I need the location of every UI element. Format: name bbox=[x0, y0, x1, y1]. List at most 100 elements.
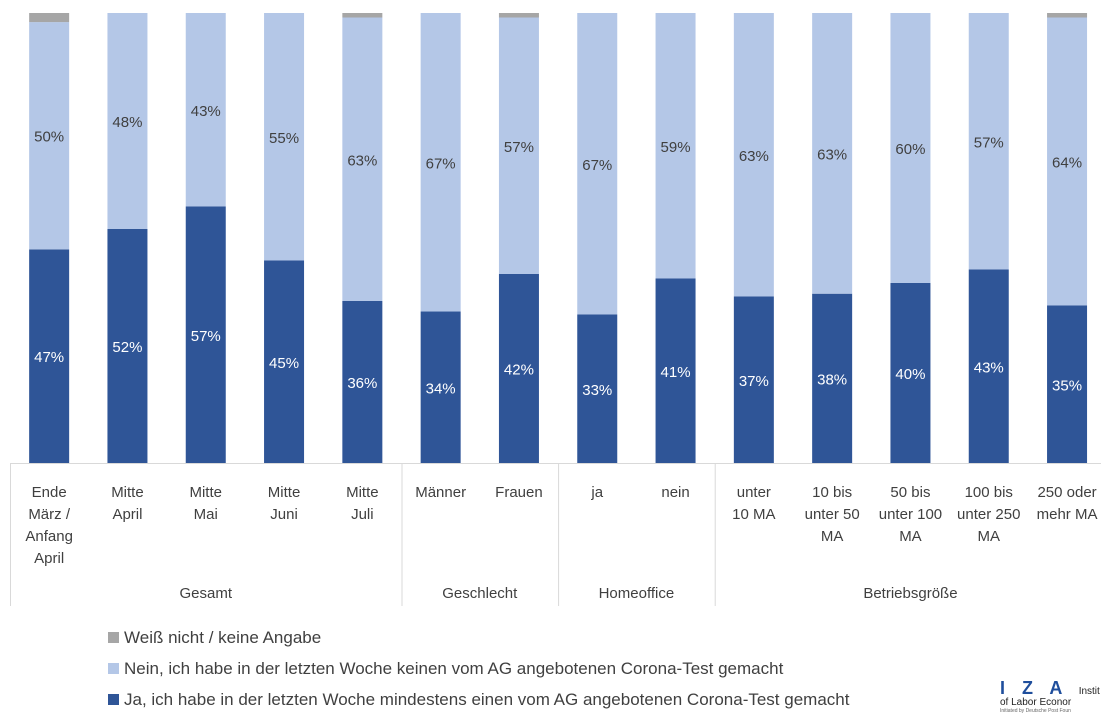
category-label: MA bbox=[899, 528, 922, 545]
bar-segment bbox=[1047, 13, 1088, 18]
bar-segment bbox=[890, 283, 931, 463]
category-label: 50 bis bbox=[890, 484, 930, 501]
data-label: 47% bbox=[34, 349, 64, 366]
bar-segment bbox=[264, 13, 305, 261]
data-label: 63% bbox=[817, 146, 847, 163]
data-label: 52% bbox=[112, 339, 142, 356]
bar-segment bbox=[264, 260, 305, 463]
bar-segment bbox=[107, 13, 148, 229]
category-label: Ende bbox=[32, 484, 67, 501]
data-label: 57% bbox=[504, 139, 534, 156]
bar-segment bbox=[498, 274, 539, 463]
category-label: MA bbox=[821, 528, 844, 545]
legend-swatch bbox=[108, 663, 119, 674]
data-label: 45% bbox=[269, 355, 299, 372]
data-label: 67% bbox=[582, 157, 612, 174]
data-label: 40% bbox=[895, 366, 925, 383]
bar-segment bbox=[890, 13, 931, 283]
category-label: Männer bbox=[415, 484, 466, 501]
data-label: 37% bbox=[739, 373, 769, 390]
category-label: 100 bis bbox=[965, 484, 1013, 501]
bar-segment bbox=[968, 13, 1009, 270]
category-label: März / bbox=[28, 506, 71, 523]
data-label: 43% bbox=[191, 103, 221, 120]
data-label: 41% bbox=[661, 364, 691, 381]
stacked-bar-chart: 47% 50% Ende März / Anfang April 52% 48% Mitte Ap… bbox=[10, 13, 1101, 606]
bar-segment bbox=[733, 13, 774, 297]
group-label: Geschlecht bbox=[442, 585, 518, 602]
data-label: 67% bbox=[426, 155, 456, 172]
data-label: 63% bbox=[739, 148, 769, 165]
iza-logo: I Z A Instit of Labor Econor Initiated b… bbox=[1000, 678, 1101, 724]
legend-label: Weiß nicht / keine Angabe bbox=[124, 627, 322, 647]
data-label: 34% bbox=[426, 380, 456, 397]
category-label: April bbox=[112, 506, 142, 523]
data-label: 36% bbox=[347, 375, 377, 392]
category-label: Mitte bbox=[346, 484, 379, 501]
category-label: Mitte bbox=[268, 484, 301, 501]
data-label: 43% bbox=[974, 359, 1004, 376]
category-label: 10 MA bbox=[732, 506, 775, 523]
bar-segment bbox=[185, 206, 226, 463]
data-label: 48% bbox=[112, 114, 142, 131]
category-label: unter bbox=[737, 484, 771, 501]
data-label: 55% bbox=[269, 130, 299, 147]
data-label: 60% bbox=[895, 141, 925, 158]
data-label: 38% bbox=[817, 371, 847, 388]
group-label: Homeoffice bbox=[599, 585, 675, 602]
logo-tagline: Initiated by Deutsche Post Foun bbox=[1000, 708, 1071, 714]
bar-segment bbox=[29, 249, 70, 463]
bar-segment bbox=[29, 22, 70, 250]
category-label: unter 250 bbox=[957, 506, 1020, 523]
data-label: 59% bbox=[661, 139, 691, 156]
data-label: 33% bbox=[582, 382, 612, 399]
legend-item: Nein, ich habe in der letzten Woche kein… bbox=[108, 653, 849, 684]
bar-segment bbox=[29, 13, 70, 23]
category-label: MA bbox=[978, 528, 1001, 545]
bar-segment bbox=[420, 311, 461, 463]
category-label: Mai bbox=[194, 506, 218, 523]
category-label: Mitte bbox=[111, 484, 144, 501]
bar-segment bbox=[498, 13, 539, 18]
logo-word2: of Labor Econor bbox=[1000, 697, 1072, 708]
legend-swatch bbox=[108, 632, 119, 643]
category-label: April bbox=[34, 550, 64, 567]
logo-letters-text: I Z A bbox=[1000, 678, 1068, 698]
logo-word1: Instit bbox=[1078, 686, 1100, 697]
category-label: 250 oder bbox=[1037, 484, 1096, 501]
category-label: 10 bis bbox=[812, 484, 852, 501]
category-label: ja bbox=[590, 484, 603, 501]
bar-segment bbox=[812, 293, 853, 463]
group-label: Gesamt bbox=[179, 585, 232, 602]
bar-segment bbox=[577, 13, 618, 315]
category-label: Frauen bbox=[495, 484, 543, 501]
bar-segment bbox=[107, 229, 148, 463]
data-label: 63% bbox=[347, 152, 377, 169]
bar-segment bbox=[342, 17, 383, 301]
bar-segment bbox=[968, 269, 1009, 463]
category-label: Mitte bbox=[189, 484, 222, 501]
bar-segment bbox=[185, 13, 226, 207]
legend-label: Ja, ich habe in der letzten Woche mindes… bbox=[124, 689, 850, 709]
bar-segment bbox=[498, 17, 539, 274]
data-label: 64% bbox=[1052, 155, 1082, 172]
bar-segment bbox=[1047, 17, 1088, 306]
data-label: 50% bbox=[34, 129, 64, 146]
bar-segment bbox=[577, 314, 618, 463]
bar-segment bbox=[1047, 305, 1088, 463]
category-label: unter 100 bbox=[879, 506, 942, 523]
logo-letters: I Z A Instit bbox=[1000, 678, 1101, 699]
data-label: 42% bbox=[504, 362, 534, 379]
data-label: 57% bbox=[974, 134, 1004, 151]
category-label: mehr MA bbox=[1037, 506, 1098, 523]
bar-segment bbox=[812, 13, 853, 294]
legend-label: Nein, ich habe in der letzten Woche kein… bbox=[124, 658, 784, 678]
group-label: Betriebsgröße bbox=[863, 585, 957, 602]
category-label: unter 50 bbox=[805, 506, 860, 523]
bar-segment bbox=[342, 13, 383, 18]
bar-segment bbox=[420, 13, 461, 312]
legend: Weiß nicht / keine Angabe Nein, ich habe … bbox=[108, 622, 849, 715]
category-label: Juni bbox=[270, 506, 298, 523]
legend-item: Weiß nicht / keine Angabe bbox=[108, 622, 849, 653]
category-label: Juli bbox=[351, 506, 374, 523]
